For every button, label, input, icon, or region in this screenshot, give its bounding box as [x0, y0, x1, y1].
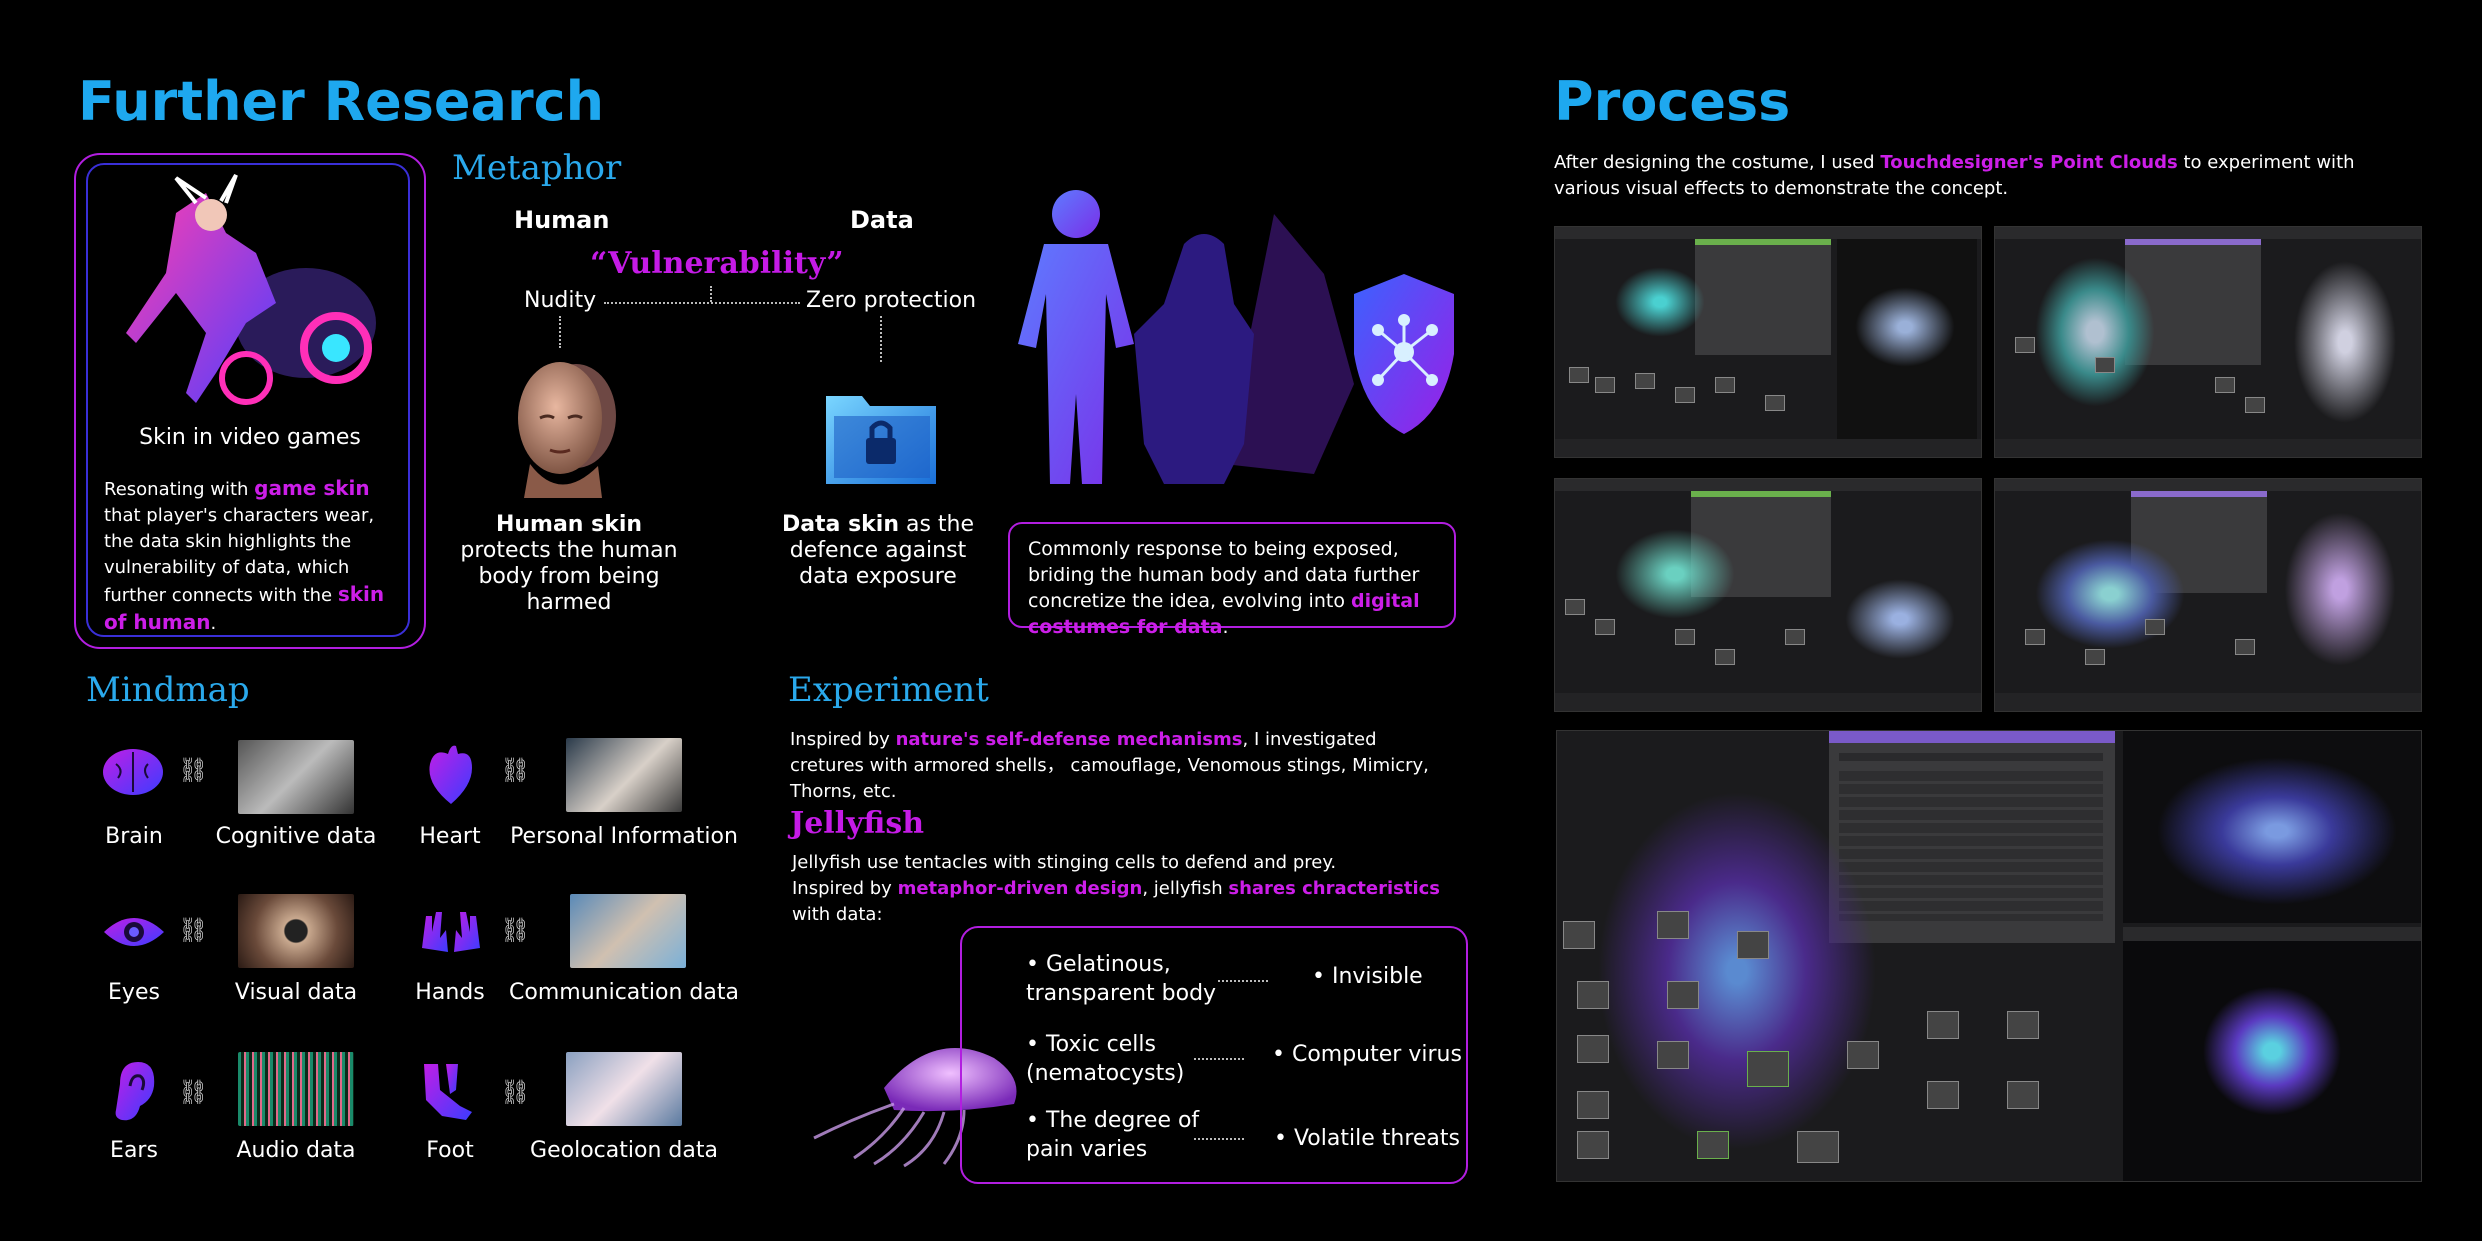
geolocation-data-image: [566, 1052, 682, 1126]
game-skin-card: Skin in video games Resonating with game…: [74, 153, 426, 649]
link-icon: ⛓: [500, 756, 531, 784]
data-trait-1: • Invisible: [1312, 964, 1423, 989]
personal-information-image: [566, 738, 682, 812]
mindmap-data-cognitive: Cognitive data: [215, 824, 377, 849]
human-to-shield-illustration: [1018, 190, 1454, 484]
hands-icon: [422, 912, 480, 952]
jellyfish-illustration: [813, 1048, 1017, 1168]
human-skin-description: Human skin protects the human body from …: [460, 512, 678, 615]
mindmap-organ-brain: Brain: [105, 824, 163, 849]
experiment-heading: Experiment: [788, 670, 989, 710]
communication-data-image: [570, 894, 686, 968]
nudity-label: Nudity: [524, 288, 597, 313]
zero-protection-label: Zero protection: [806, 288, 977, 313]
process-paragraph: After designing the costume, I used Touc…: [1554, 152, 2355, 199]
mindmap-organ-hands: Hands: [415, 980, 485, 1005]
mindmap-heading: Mindmap: [86, 670, 250, 710]
cognitive-data-image: [238, 740, 354, 814]
data-trait-3: • Volatile threats: [1274, 1126, 1460, 1151]
mindmap-data-communication: Communication data: [509, 980, 739, 1005]
link-icon: ⛓: [178, 756, 209, 784]
mindmap-data-personal: Personal Information: [510, 824, 738, 849]
data-heading: Data: [850, 206, 914, 234]
metaphor-heading: Metaphor: [452, 148, 622, 188]
mindmap-data-audio: Audio data: [236, 1138, 356, 1163]
link-icon: ⛓: [500, 916, 531, 944]
touchdesigner-screenshot-2: [1994, 226, 2422, 458]
brain-icon: [103, 749, 163, 795]
data-skin-description: Data skin as the defence against data ex…: [781, 512, 975, 589]
jellyfish-trait-1: • Gelatinous, transparent body: [1026, 952, 1217, 1006]
jellyfish-comparison-box: [960, 926, 1468, 1184]
foot-icon: [424, 1064, 472, 1120]
ear-icon: [115, 1062, 155, 1121]
page-title-process: Process: [1554, 70, 1791, 133]
connector-dots: [604, 302, 800, 304]
data-trait-2: • Computer virus: [1272, 1042, 1462, 1067]
data-folder-lock-icon: [826, 396, 936, 484]
mindmap-organ-ears: Ears: [110, 1138, 158, 1163]
jellyfish-trait-2: • Toxic cells (nematocysts): [1026, 1032, 1185, 1086]
human-head-illustration: [518, 362, 616, 498]
jellyfish-intro: Jellyfish use tentacles with stinging ce…: [792, 852, 1441, 925]
touchdesigner-screenshot-3: [1554, 478, 1982, 712]
mindmap-data-visual: Visual data: [234, 980, 358, 1005]
game-skin-caption: Skin in video games: [139, 425, 361, 450]
game-character-illustration: [126, 174, 376, 405]
audio-data-image: [238, 1052, 354, 1126]
touchdesigner-screenshot-1: [1554, 226, 1982, 458]
touchdesigner-screenshot-large: [1556, 730, 2422, 1182]
mindmap-organ-eyes: Eyes: [108, 980, 160, 1005]
experiment-paragraph: Inspired by nature's self-defense mechan…: [790, 729, 1429, 802]
visual-data-image: [238, 894, 354, 968]
mindmap-data-geolocation: Geolocation data: [530, 1138, 718, 1163]
jellyfish-trait-3: • The degree of pain varies: [1026, 1108, 1200, 1162]
page-title-further-research: Further Research: [78, 70, 605, 133]
vulnerability-label: “Vulnerability”: [590, 246, 844, 281]
heart-icon: [429, 745, 472, 804]
link-icon: ⛓: [178, 1078, 209, 1106]
human-heading: Human: [514, 206, 610, 234]
digital-costume-box: Commonly response to being exposed, brid…: [1008, 522, 1456, 638]
eye-icon: [104, 918, 164, 946]
link-icon: ⛓: [500, 1078, 531, 1106]
game-skin-paragraph: Resonating with game skin that player's …: [104, 476, 385, 634]
link-icon: ⛓: [178, 916, 209, 944]
touchdesigner-screenshot-4: [1994, 478, 2422, 712]
mindmap-organ-heart: Heart: [419, 824, 481, 849]
mindmap-organ-foot: Foot: [426, 1138, 474, 1163]
jellyfish-heading: Jellyfish: [790, 806, 925, 841]
